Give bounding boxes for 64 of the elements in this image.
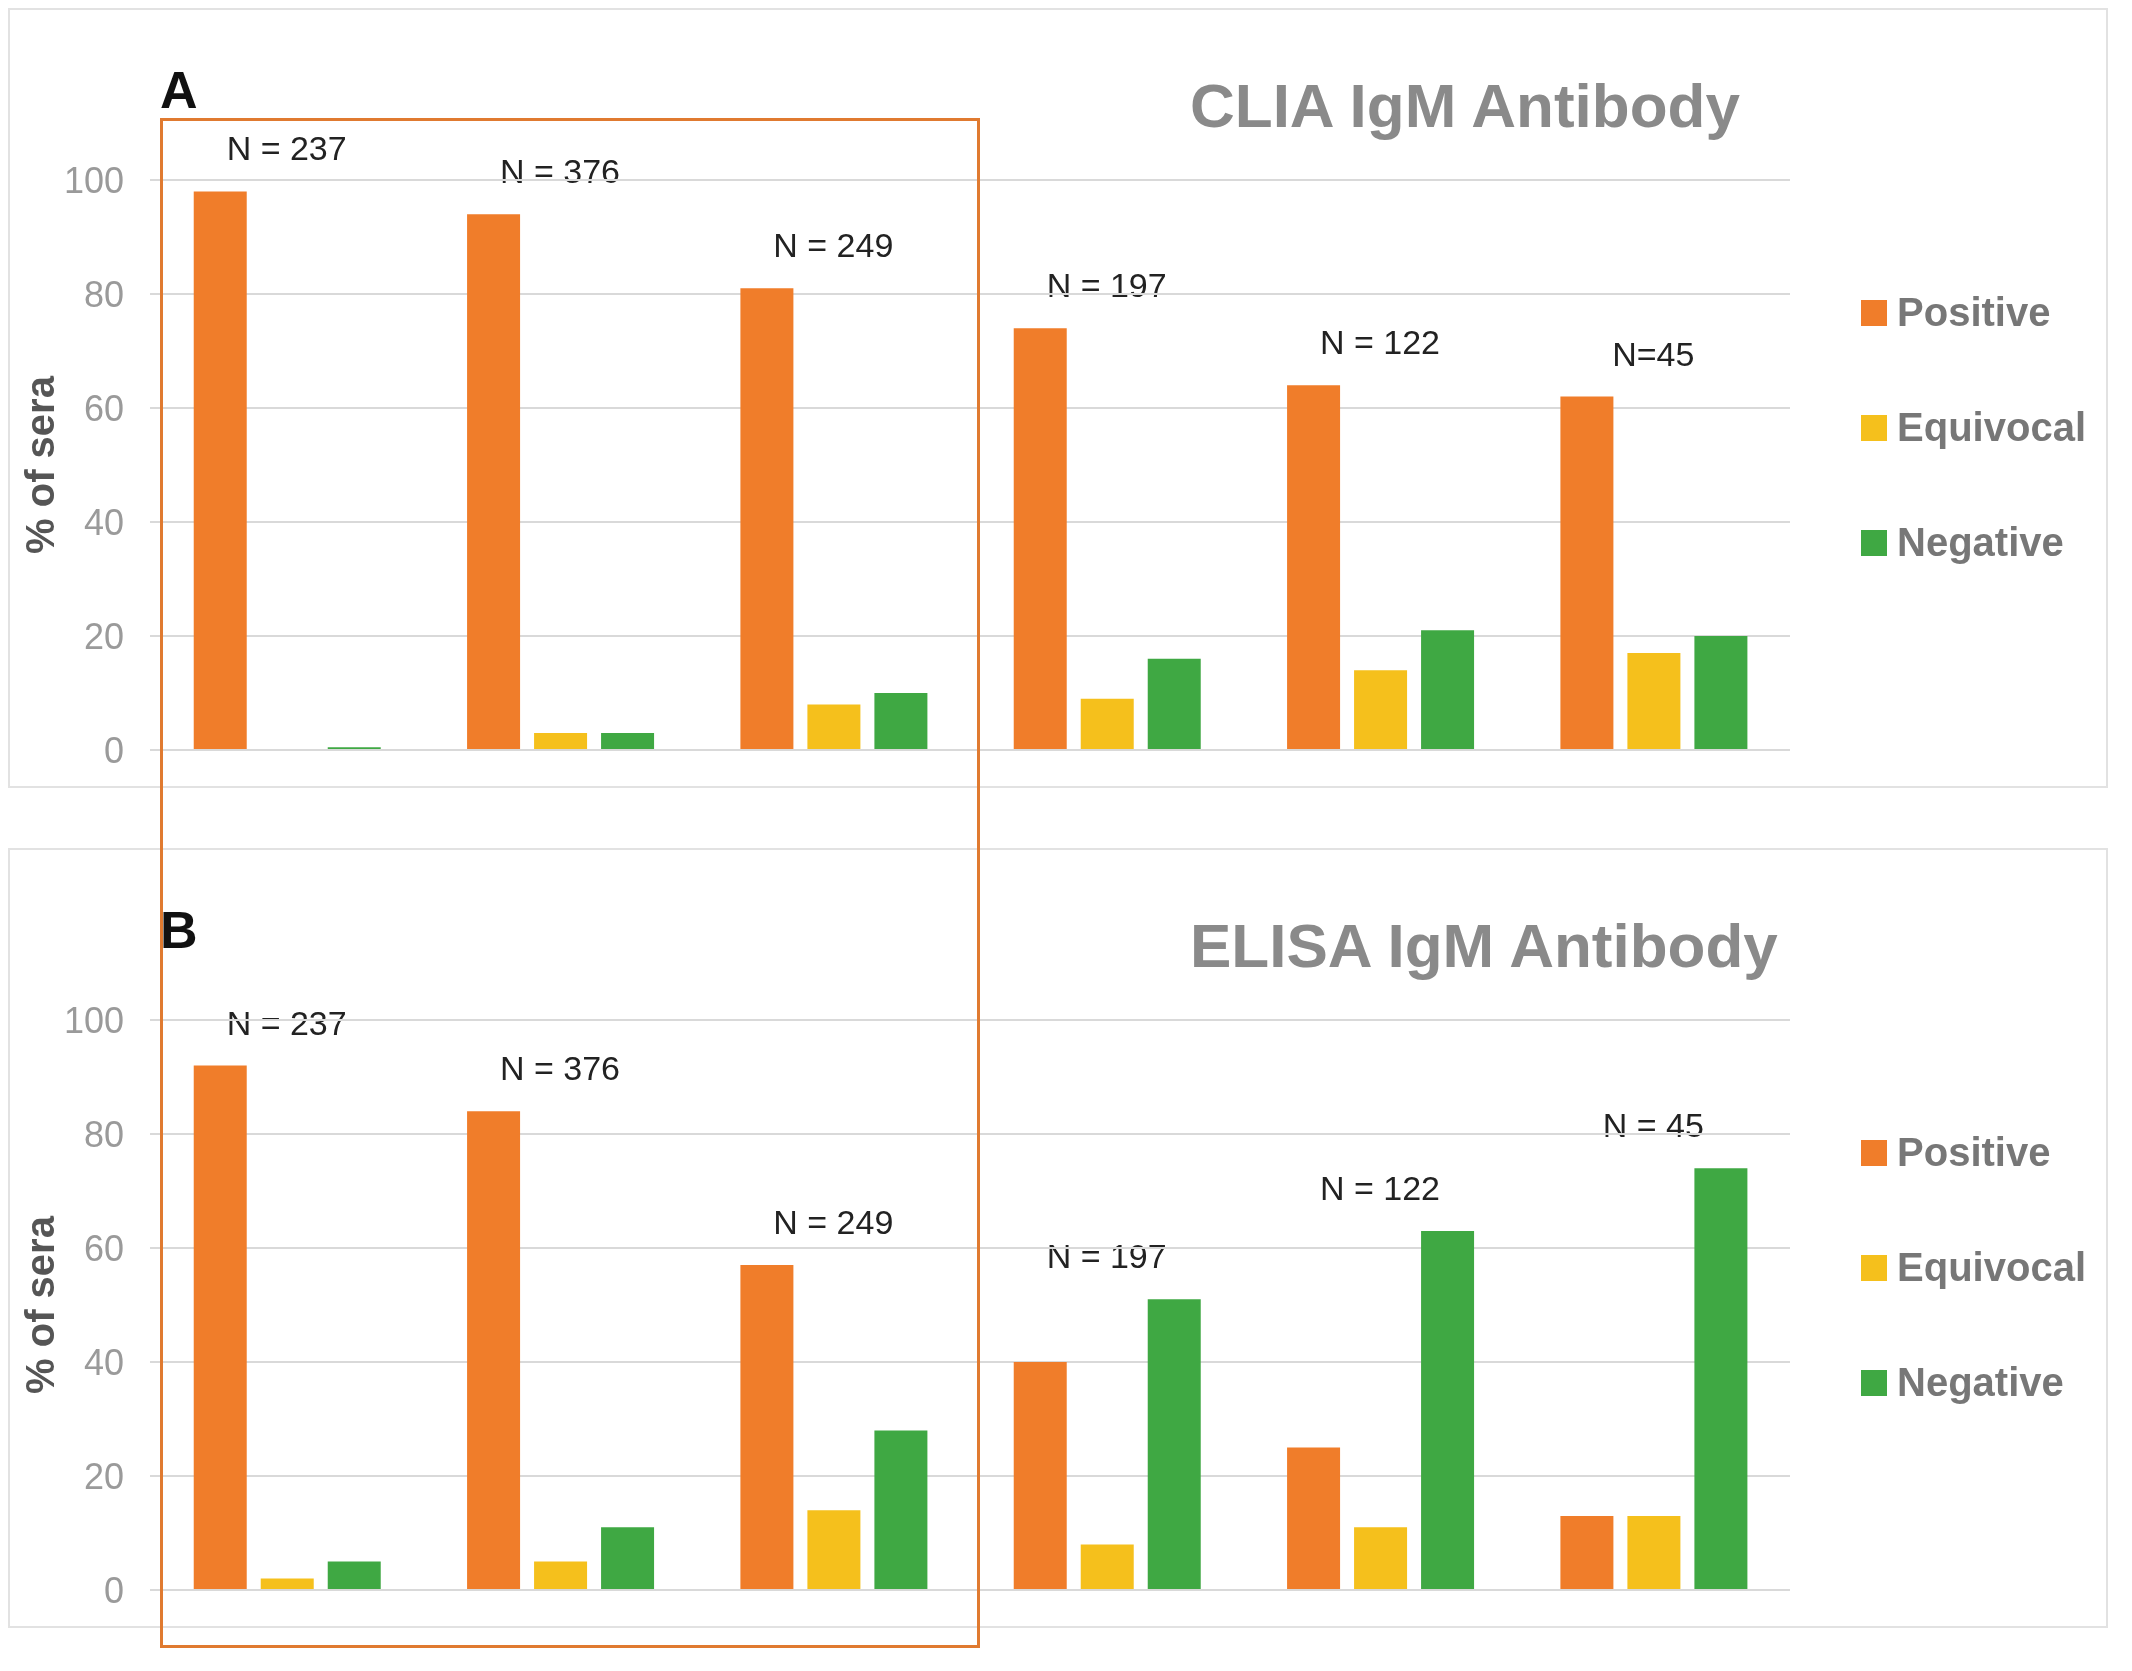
- legend-label: Equivocal: [1897, 1245, 2086, 1290]
- legend-label: Negative: [1897, 1360, 2064, 1405]
- bar: [467, 214, 521, 750]
- legend-label: Positive: [1897, 1130, 2051, 1175]
- bar: [1147, 658, 1201, 750]
- y-tick-label: 60: [83, 1227, 124, 1269]
- y-tick-label: 100: [63, 159, 124, 201]
- bar: [807, 704, 861, 750]
- y-tick-label: 80: [83, 273, 124, 315]
- legend-label: Negative: [1897, 520, 2064, 565]
- y-tick-label: 40: [83, 501, 124, 543]
- bar: [534, 1561, 588, 1590]
- bar: [1013, 1362, 1067, 1590]
- y-tick-label: 100: [63, 999, 124, 1041]
- bar: [740, 288, 794, 750]
- bar: [1147, 1299, 1201, 1590]
- bar: [193, 1065, 247, 1590]
- bar: [1354, 1527, 1408, 1590]
- bar: [1421, 1230, 1475, 1590]
- text: B: [160, 900, 198, 960]
- annotation: N = 122: [1319, 1168, 1441, 1208]
- y-axis-title: % of sera: [18, 375, 63, 554]
- y-tick-label: 20: [83, 1455, 124, 1497]
- chart-title: ELISA IgM Antibody: [1190, 910, 1778, 981]
- annotation: N = 249: [772, 226, 895, 266]
- bar: [1560, 396, 1614, 750]
- chart-title: CLIA IgM Antibody: [1190, 70, 1740, 141]
- y-tick-label: 80: [83, 1113, 124, 1155]
- bar: [1013, 328, 1067, 750]
- bar: [1627, 653, 1681, 750]
- bar: [1287, 385, 1341, 750]
- y-tick-label: 60: [83, 387, 124, 429]
- bar: [1421, 630, 1475, 750]
- bar: [1694, 636, 1748, 750]
- annotation: N=45: [1611, 334, 1696, 374]
- bar: [1354, 670, 1408, 750]
- bar: [193, 191, 247, 750]
- y-tick-label: 20: [83, 615, 124, 657]
- text: A: [160, 60, 198, 120]
- bar: [874, 693, 928, 750]
- bar: [1287, 1447, 1341, 1590]
- y-tick-label: 0: [103, 1569, 124, 1611]
- bar: [1627, 1515, 1681, 1590]
- annotation: N = 376: [499, 1049, 621, 1089]
- text: N = 237: [225, 129, 348, 169]
- bar: [1080, 698, 1134, 750]
- bar: [601, 1527, 655, 1590]
- legend-label: Equivocal: [1897, 405, 2086, 450]
- y-tick-label: 0: [103, 729, 124, 771]
- bar: [874, 1430, 928, 1590]
- bar: [534, 732, 588, 750]
- bar: [807, 1510, 861, 1590]
- bar: [740, 1265, 794, 1590]
- bar: [327, 1561, 381, 1590]
- annotation: N = 122: [1319, 323, 1441, 363]
- legend-label: Positive: [1897, 290, 2051, 335]
- bar: [1694, 1168, 1748, 1590]
- y-axis-title: % of sera: [18, 1215, 63, 1394]
- y-tick-label: 40: [83, 1341, 124, 1383]
- bar: [1560, 1515, 1614, 1590]
- bar: [467, 1111, 521, 1590]
- bar: [1080, 1544, 1134, 1590]
- annotation: N = 249: [772, 1203, 895, 1243]
- bar: [601, 732, 655, 750]
